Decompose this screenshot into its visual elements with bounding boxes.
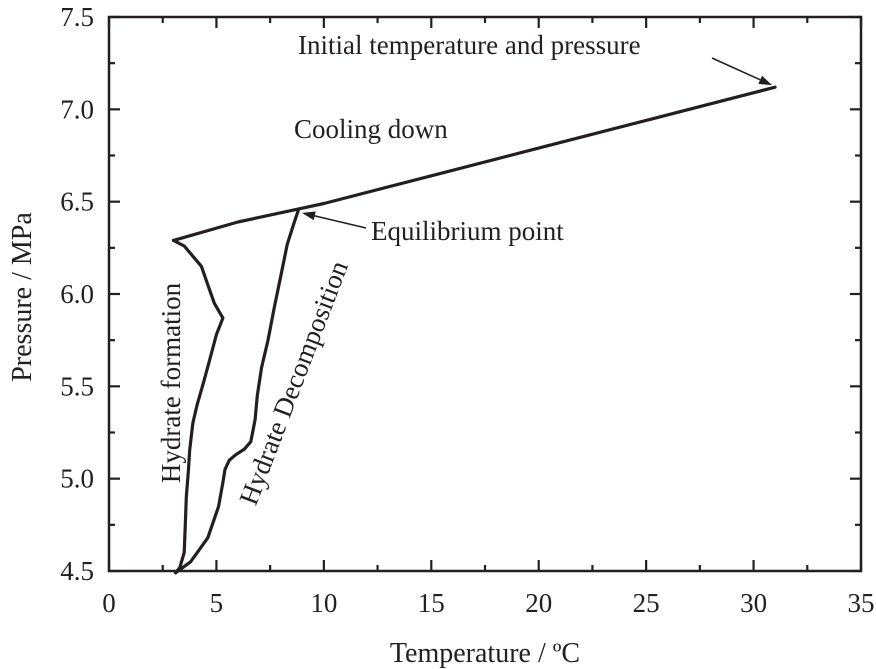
annotation-hydrate-formation: Hydrate formation — [156, 282, 186, 483]
x-axis-tick-labels: 0 5 10 15 20 25 30 35 — [102, 588, 874, 618]
annotation-cooling: Cooling down — [294, 114, 448, 144]
equilibrium-point-arrow — [314, 215, 367, 229]
x-tick-label: 10 — [310, 588, 337, 618]
series-cooling-down — [171, 85, 777, 242]
series-hydrate-decomposition — [174, 209, 300, 575]
y-axis-tick-labels: 4.5 5.0 5.5 6.0 6.5 7.0 7.5 — [60, 2, 94, 586]
x-tick-label: 35 — [848, 588, 875, 618]
x-tick-label: 5 — [210, 588, 224, 618]
data-series — [171, 85, 777, 575]
y-tick-label: 5.0 — [60, 464, 94, 494]
y-tick-label: 7.0 — [60, 94, 94, 124]
annotation-equilibrium: Equilibrium point — [371, 216, 564, 246]
initial-point-arrowhead — [758, 75, 773, 86]
initial-point-arrow — [711, 57, 761, 81]
annotation-initial: Initial temperature and pressure — [298, 30, 641, 60]
x-tick-label: 0 — [102, 588, 116, 618]
x-axis-ticks — [107, 17, 863, 571]
x-tick-label: 15 — [418, 588, 445, 618]
y-tick-label: 5.5 — [60, 371, 94, 401]
y-tick-label: 7.5 — [60, 2, 94, 32]
y-tick-label: 6.5 — [60, 187, 94, 217]
x-axis-title: Temperature / ºC — [390, 638, 580, 669]
y-tick-label: 4.5 — [60, 556, 94, 586]
y-axis-title: Pressure / MPa — [7, 212, 38, 382]
y-axis-ticks — [109, 15, 861, 573]
x-tick-label: 30 — [740, 588, 767, 618]
x-tick-label: 20 — [525, 588, 552, 618]
annotation-hydrate-decomposition: Hydrate Decomposition — [233, 256, 354, 509]
equilibrium-point-arrowhead — [302, 211, 316, 221]
series-hydrate-formation — [171, 238, 225, 575]
y-tick-label: 6.0 — [60, 279, 94, 309]
x-tick-label: 25 — [633, 588, 660, 618]
